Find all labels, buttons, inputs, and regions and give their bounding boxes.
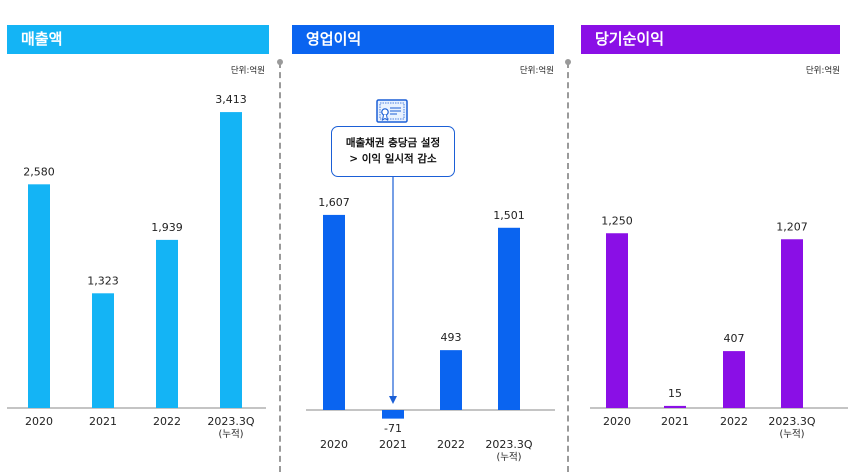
net-income-category-label-2: 2022: [720, 415, 748, 428]
revenue-category-label-3-line2: (누적): [219, 428, 244, 440]
annotation-arrow-head: [389, 396, 397, 404]
revenue-value-label-2: 1,939: [151, 221, 183, 234]
annotation-line-2: > 이익 일시적 감소: [349, 153, 437, 165]
revenue-unit-label: 단위:억원: [230, 66, 265, 76]
operating-profit-unit-label: 단위:억원: [519, 66, 554, 76]
operating-profit-value-label-0: 1,607: [318, 196, 350, 209]
operating-profit-value-label-3: 1,501: [493, 209, 525, 222]
net-income-bar-3: [781, 239, 803, 408]
revenue-category-label-2: 2022: [153, 415, 181, 428]
net-income-bar-0: [606, 233, 628, 408]
operating-profit-bar-2: [440, 350, 462, 410]
operating-profit-title: 영업이익: [292, 25, 554, 54]
net-income-bar-1: [664, 405, 686, 408]
operating-profit-category-label-0: 2020: [320, 438, 348, 451]
annotation-line-1: 매출채권 충당금 설정: [345, 137, 441, 149]
revenue-title: 매출액: [7, 25, 269, 54]
net-income-value-label-0: 1,250: [601, 214, 633, 227]
annotation-callout: 매출채권 충당금 설정 > 이익 일시적 감소: [331, 126, 455, 177]
revenue-value-label-1: 1,323: [87, 274, 119, 287]
divider-1: [279, 62, 281, 472]
divider-1-dot: [277, 59, 283, 65]
revenue-bar-1: [92, 293, 114, 408]
net-income-category-label-1: 2021: [661, 415, 689, 428]
revenue-category-label-0: 2020: [25, 415, 53, 428]
operating-profit-bar-3: [498, 227, 520, 410]
net-income-title: 당기순이익: [581, 25, 840, 54]
operating-profit-panel: 영업이익 단위:억원: [292, 0, 554, 473]
net-income-value-label-1: 15: [668, 387, 682, 400]
net-income-unit-label: 단위:억원: [805, 66, 840, 76]
revenue-category-label-3: 2023.3Q: [207, 415, 254, 428]
operating-profit-category-label-1: 2021: [379, 438, 407, 451]
revenue-value-label-3: 3,413: [215, 93, 247, 106]
operating-profit-category-label-3: 2023.3Q: [485, 438, 532, 451]
operating-profit-bar-1: [382, 410, 404, 419]
revenue-category-label-1: 2021: [89, 415, 117, 428]
operating-profit-category-label-2: 2022: [437, 438, 465, 451]
net-income-value-label-2: 407: [724, 332, 745, 345]
revenue-bar-2: [156, 239, 178, 408]
net-income-category-label-3: 2023.3Q: [768, 415, 815, 428]
net-income-bar-2: [723, 351, 745, 408]
divider-2-dot: [565, 59, 571, 65]
revenue-bar-3: [220, 112, 242, 409]
revenue-panel: 매출액 단위:억원: [7, 0, 269, 473]
net-income-category-label-3-line2: (누적): [780, 428, 805, 440]
revenue-bar-0: [28, 184, 50, 408]
operating-profit-value-label-1: -71: [384, 422, 402, 435]
certificate-icon: [376, 99, 408, 123]
net-income-value-label-3: 1,207: [776, 220, 808, 233]
net-income-category-label-0: 2020: [603, 415, 631, 428]
operating-profit-value-label-2: 493: [441, 331, 462, 344]
net-income-panel: 당기순이익 단위:억원: [581, 0, 840, 473]
operating-profit-bar-0: [323, 214, 345, 410]
revenue-value-label-0: 2,580: [23, 165, 55, 178]
divider-2: [567, 62, 569, 472]
operating-profit-category-label-3-line2: (누적): [497, 451, 522, 463]
